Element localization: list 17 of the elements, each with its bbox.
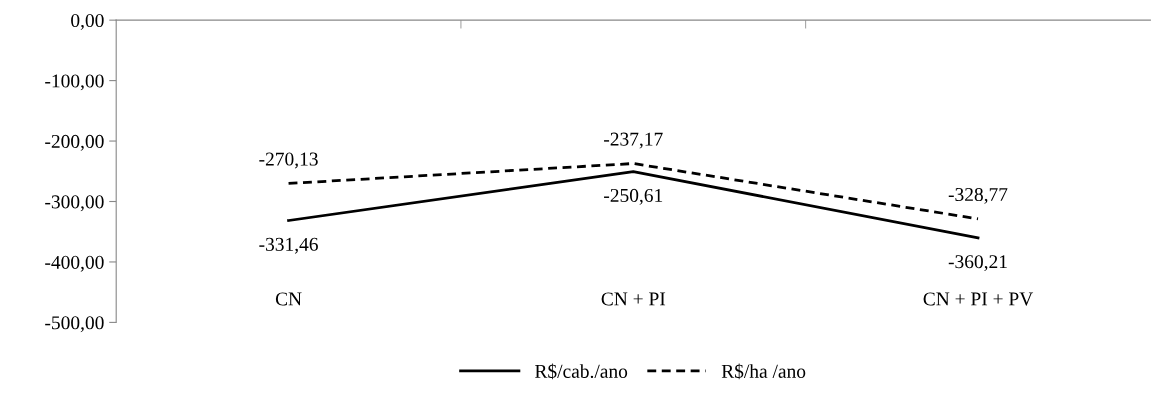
legend-label: R$/cab./ano (535, 363, 628, 380)
data-label: -250,61 (604, 188, 663, 205)
y-tick-label: -300,00 (45, 195, 104, 212)
data-label: -331,46 (259, 237, 318, 254)
data-label: -237,17 (604, 132, 663, 149)
data-label: -270,13 (259, 152, 318, 169)
y-tick-label: 0,00 (71, 13, 104, 30)
legend-label: R$/ha /ano (721, 363, 806, 380)
x-tick-label: CN (275, 292, 302, 306)
x-tick-label: CN + PI (601, 292, 666, 306)
x-tick-label: CN + PI + PV (923, 292, 1034, 306)
y-tick-label: -200,00 (45, 134, 104, 151)
y-tick-label: -500,00 (45, 316, 104, 333)
data-label: -328,77 (948, 187, 1008, 204)
y-tick-label: -400,00 (45, 255, 104, 272)
data-label: -360,21 (948, 255, 1007, 272)
y-tick-label: -100,00 (45, 74, 104, 91)
